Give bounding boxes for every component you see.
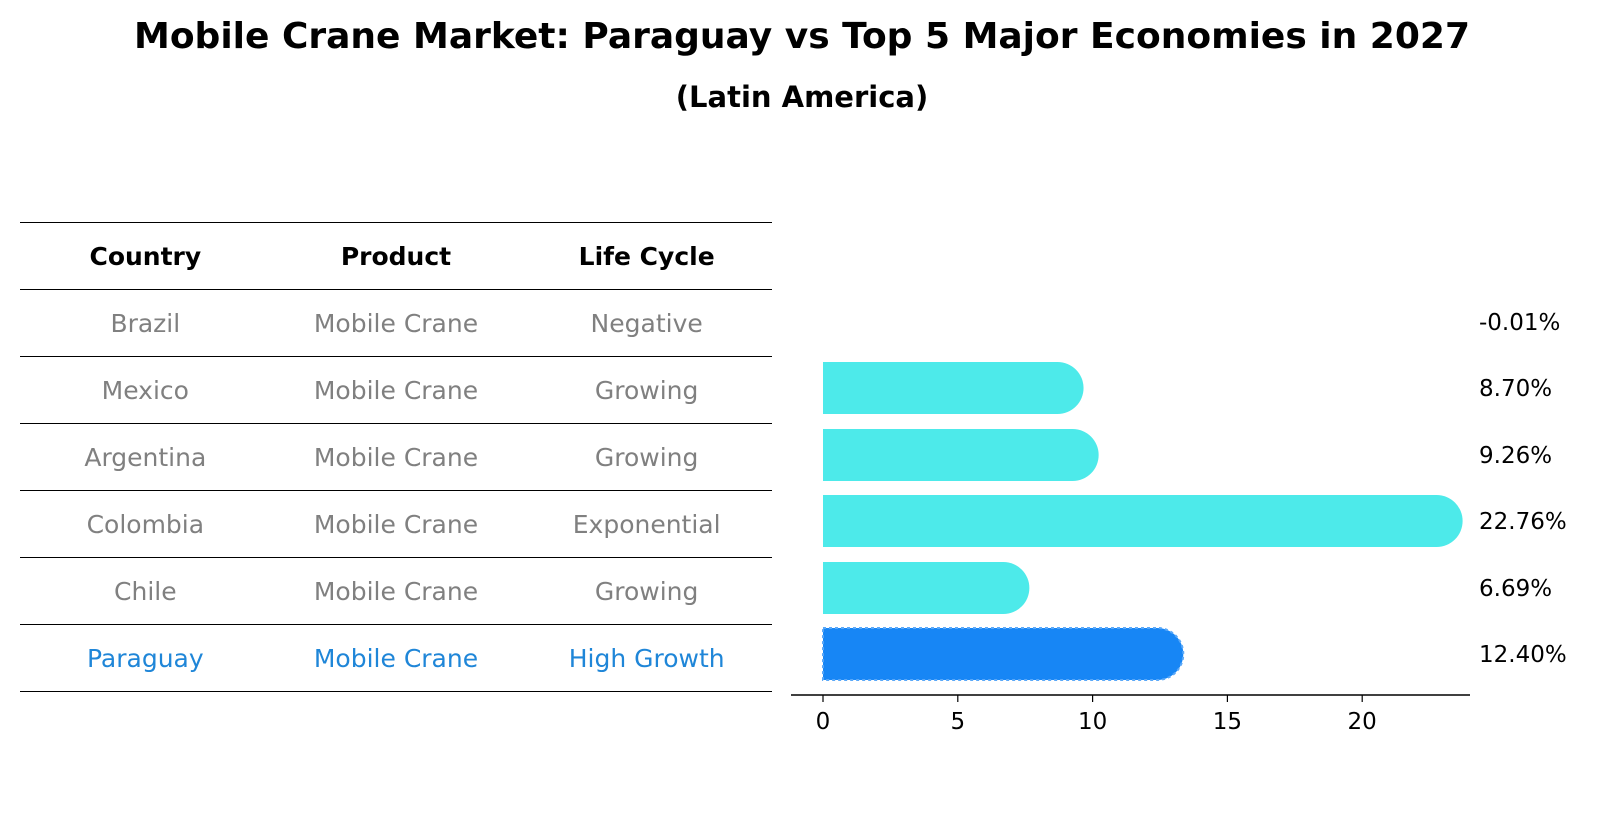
cell-product: Mobile Crane xyxy=(270,557,522,625)
value-label-chile: 6.69% xyxy=(1479,576,1552,602)
x-tick-label-15: 15 xyxy=(1213,709,1242,735)
cell-life-cycle: Exponential xyxy=(521,490,772,558)
cell-product: Mobile Crane xyxy=(270,423,522,491)
cell-life-cycle: Negative xyxy=(521,289,772,357)
cell-country: Colombia xyxy=(20,490,271,558)
cell-country: Argentina xyxy=(20,423,271,491)
table-row: Argentina Mobile Crane Growing xyxy=(20,423,772,491)
table-row: Colombia Mobile Crane Exponential xyxy=(20,490,772,558)
cell-life-cycle: Growing xyxy=(521,356,772,424)
cell-life-cycle: High Growth xyxy=(521,624,772,692)
bar-colombia xyxy=(823,495,1463,547)
value-label-argentina: 9.26% xyxy=(1479,443,1552,469)
x-tick-label-10: 10 xyxy=(1078,709,1107,735)
table-row: Brazil Mobile Crane Negative xyxy=(20,289,772,357)
header-country: Country xyxy=(20,222,271,290)
x-tick-label-20: 20 xyxy=(1348,709,1377,735)
x-tick-label-5: 5 xyxy=(950,709,965,735)
header-product: Product xyxy=(270,222,522,290)
bar-paraguay xyxy=(822,627,1185,681)
cell-life-cycle: Growing xyxy=(521,557,772,625)
chart-subtitle: (Latin America) xyxy=(675,80,929,114)
cell-country: Mexico xyxy=(20,356,271,424)
cell-country: Paraguay xyxy=(20,624,271,692)
cell-product: Mobile Crane xyxy=(270,490,522,558)
value-label-brazil: -0.01% xyxy=(1479,310,1560,336)
cell-country: Chile xyxy=(20,557,271,625)
bar-chile xyxy=(823,562,1030,614)
cell-product: Mobile Crane xyxy=(270,356,522,424)
bar-mexico xyxy=(823,362,1084,414)
cell-country: Brazil xyxy=(20,289,271,357)
table-header-row: Country Product Life Cycle xyxy=(20,222,772,290)
bar-argentina xyxy=(823,429,1099,481)
table-row-highlight: Paraguay Mobile Crane High Growth xyxy=(20,624,772,692)
cell-life-cycle: Growing xyxy=(521,423,772,491)
country-table: Country Product Life Cycle Brazil Mobile… xyxy=(20,222,772,692)
header-life-cycle: Life Cycle xyxy=(521,222,772,290)
table-row: Mexico Mobile Crane Growing xyxy=(20,356,772,424)
table-row: Chile Mobile Crane Growing xyxy=(20,557,772,625)
value-label-colombia: 22.76% xyxy=(1479,509,1567,535)
chart-title: Mobile Crane Market: Paraguay vs Top 5 M… xyxy=(134,16,1470,57)
cell-product: Mobile Crane xyxy=(270,289,522,357)
cell-product: Mobile Crane xyxy=(270,624,522,692)
x-tick-label-0: 0 xyxy=(816,709,831,735)
value-label-mexico: 8.70% xyxy=(1479,376,1552,402)
value-label-paraguay: 12.40% xyxy=(1479,642,1567,668)
